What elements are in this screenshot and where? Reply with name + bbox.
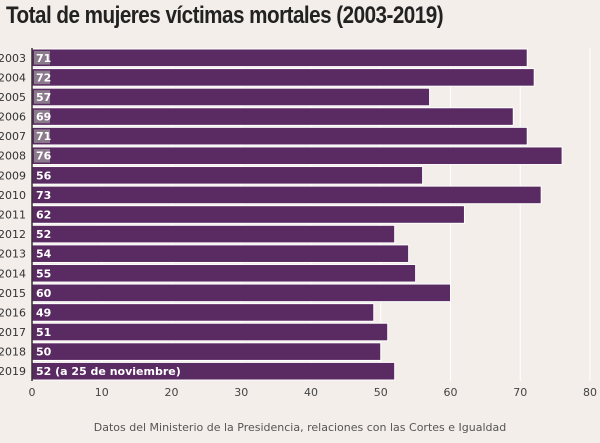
data-label-2005: 57 — [36, 91, 51, 104]
data-label-badge-2007 — [34, 129, 50, 143]
data-label-2018: 50 — [36, 346, 52, 359]
x-tick-label-20: 20 — [165, 386, 179, 399]
chart-footer: Datos del Ministerio de la Presidencia, … — [93, 421, 507, 434]
data-label-2006: 69 — [36, 111, 51, 124]
data-label-2016: 49 — [36, 306, 51, 319]
y-tick-label-2005: 2005 — [0, 91, 26, 104]
bar-2012 — [31, 224, 396, 244]
bar-2009 — [31, 166, 424, 185]
bar-2016 — [31, 303, 375, 322]
bar-2015 — [31, 283, 451, 303]
bar-2011 — [31, 205, 465, 224]
y-tick-label-2006: 2006 — [0, 111, 26, 124]
data-label-badge-2003 — [34, 51, 50, 65]
x-tick-label-70: 70 — [513, 386, 527, 399]
bar-2018 — [31, 342, 382, 361]
data-label-2015: 60 — [36, 287, 52, 300]
data-label-2017: 51 — [36, 326, 51, 339]
axis-layer: 0 10 20 30 40 50 60 70 80 2003 2004 2005 2006 2007 200… — [0, 48, 597, 399]
data-label-2004: 72 — [36, 71, 51, 84]
y-tick-label-2017: 2017 — [0, 326, 26, 339]
bar-2007 — [31, 126, 528, 146]
y-tick-label-2009: 2009 — [0, 169, 26, 182]
x-tick-label-60: 60 — [444, 386, 458, 399]
data-label-2014: 55 — [36, 267, 51, 280]
x-tick-label-40: 40 — [304, 386, 318, 399]
y-tick-label-2007: 2007 — [0, 130, 26, 143]
y-tick-label-2003: 2003 — [0, 52, 26, 65]
x-tick-label-30: 30 — [234, 386, 248, 399]
data-label-2010: 73 — [36, 189, 51, 202]
y-tick-label-2011: 2011 — [0, 209, 26, 222]
bar-2003 — [31, 48, 528, 68]
data-label-badge-2004 — [34, 70, 50, 85]
data-label-2012: 52 — [36, 228, 51, 241]
data-label-2003: 71 — [36, 52, 51, 65]
y-tick-label-2008: 2008 — [0, 150, 26, 163]
data-label-2013: 54 — [36, 248, 52, 261]
x-tick-label-10: 10 — [95, 386, 109, 399]
bar-2010 — [31, 185, 542, 205]
data-label-badge-2005 — [34, 90, 50, 104]
y-tick-label-2013: 2013 — [0, 248, 26, 261]
x-tick-label-80: 80 — [583, 386, 597, 399]
data-label-2009: 56 — [36, 169, 52, 182]
x-tick-label-0: 0 — [29, 386, 36, 399]
bar-2017 — [31, 322, 389, 342]
chart-title: Total de mujeres víctimas mortales (2003… — [6, 2, 444, 29]
data-label-badge-2006 — [34, 109, 50, 124]
data-label-2007: 71 — [36, 130, 51, 143]
data-label-badge-2008 — [34, 148, 50, 163]
bar-2004 — [31, 68, 535, 87]
data-label-2008: 76 — [36, 150, 52, 163]
bar-2008 — [31, 146, 563, 166]
bar-2006 — [31, 107, 514, 126]
bars-layer: 71 72 57 69 71 76 56 73 62 52 54 55 60 49 51 50 52 (a 25… — [31, 48, 563, 381]
data-label-2019: 52 (a 25 de noviembre) — [36, 365, 181, 378]
y-tick-label-2012: 2012 — [0, 228, 26, 241]
y-tick-label-2016: 2016 — [0, 306, 26, 319]
bar-2014 — [31, 263, 417, 283]
bar-2005 — [31, 87, 431, 107]
y-tick-label-2010: 2010 — [0, 189, 26, 202]
y-tick-label-2014: 2014 — [0, 267, 26, 280]
y-tick-label-2004: 2004 — [0, 71, 26, 84]
y-tick-label-2018: 2018 — [0, 346, 26, 359]
data-label-2011: 62 — [36, 209, 51, 222]
y-tick-label-2019: 2019 — [0, 365, 26, 378]
x-tick-label-50: 50 — [374, 386, 388, 399]
y-tick-label-2015: 2015 — [0, 287, 26, 300]
bar-2013 — [31, 244, 410, 263]
